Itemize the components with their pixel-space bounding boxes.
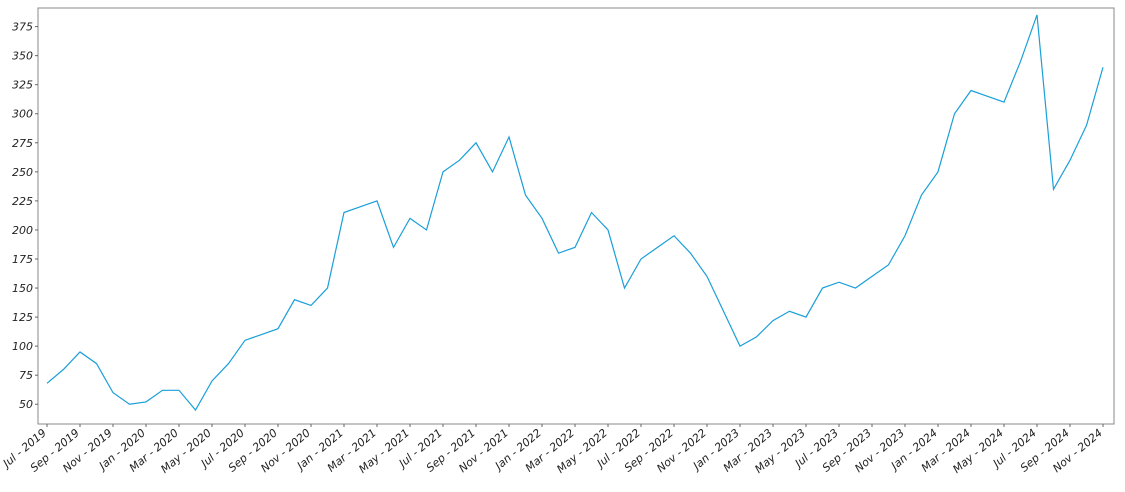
y-tick-label: 50 [19, 398, 33, 411]
y-tick-label: 150 [12, 282, 33, 295]
y-tick-label: 225 [12, 195, 33, 208]
y-tick-label: 200 [12, 224, 33, 237]
plot-frame [37, 7, 1115, 425]
y-tick-label: 275 [12, 137, 33, 150]
y-tick-label: 75 [19, 369, 33, 382]
y-tick-label: 125 [12, 311, 33, 324]
y-tick-label: 300 [12, 108, 33, 121]
y-tick-label: 175 [12, 253, 33, 266]
y-tick-label: 350 [12, 50, 33, 63]
y-tick-label: 250 [12, 166, 33, 179]
y-tick-label: 100 [12, 340, 33, 353]
y-tick-label: 325 [12, 79, 33, 92]
price-line [46, 14, 1104, 412]
y-tick-label: 375 [12, 21, 33, 34]
